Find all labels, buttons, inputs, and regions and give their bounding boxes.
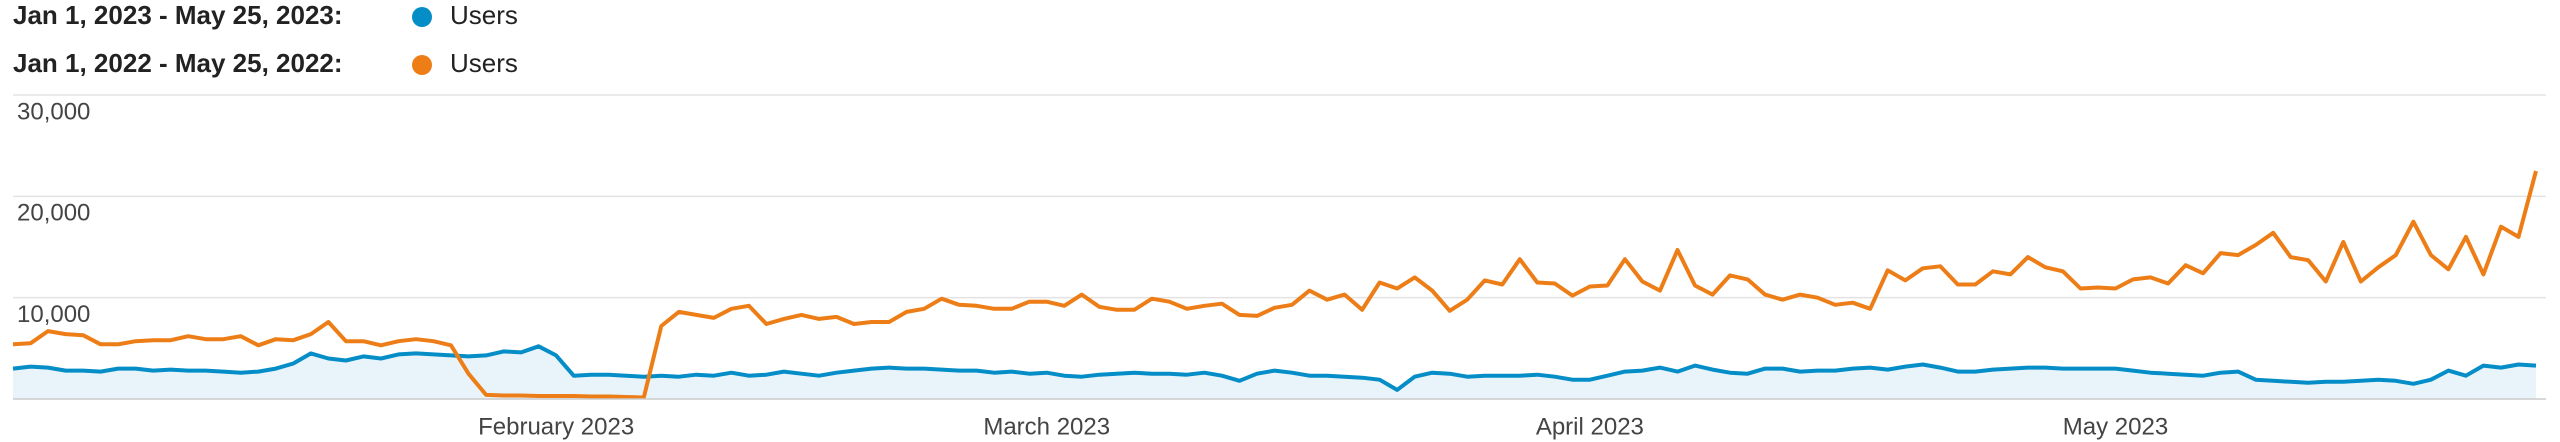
x-tick-label: April 2023	[1536, 413, 1644, 440]
x-tick-label: February 2023	[478, 413, 634, 440]
legend-period: Jan 1, 2022 - May 25, 2022:	[13, 48, 343, 78]
series-area	[13, 346, 2536, 399]
x-tick-label: May 2023	[2063, 413, 2168, 440]
x-tick-label: March 2023	[983, 413, 1110, 440]
legend-label: Users	[450, 0, 518, 30]
series-line	[12, 344, 2537, 392]
legend-label: Users	[450, 48, 518, 78]
legend-dot	[412, 7, 432, 27]
legend-period: Jan 1, 2023 - May 25, 2023:	[13, 0, 343, 30]
y-tick-label: 20,000	[17, 200, 90, 227]
y-tick-label: 10,000	[17, 301, 90, 328]
y-tick-label: 30,000	[17, 98, 90, 125]
legend-dot	[412, 55, 432, 75]
series-line	[12, 170, 2538, 400]
